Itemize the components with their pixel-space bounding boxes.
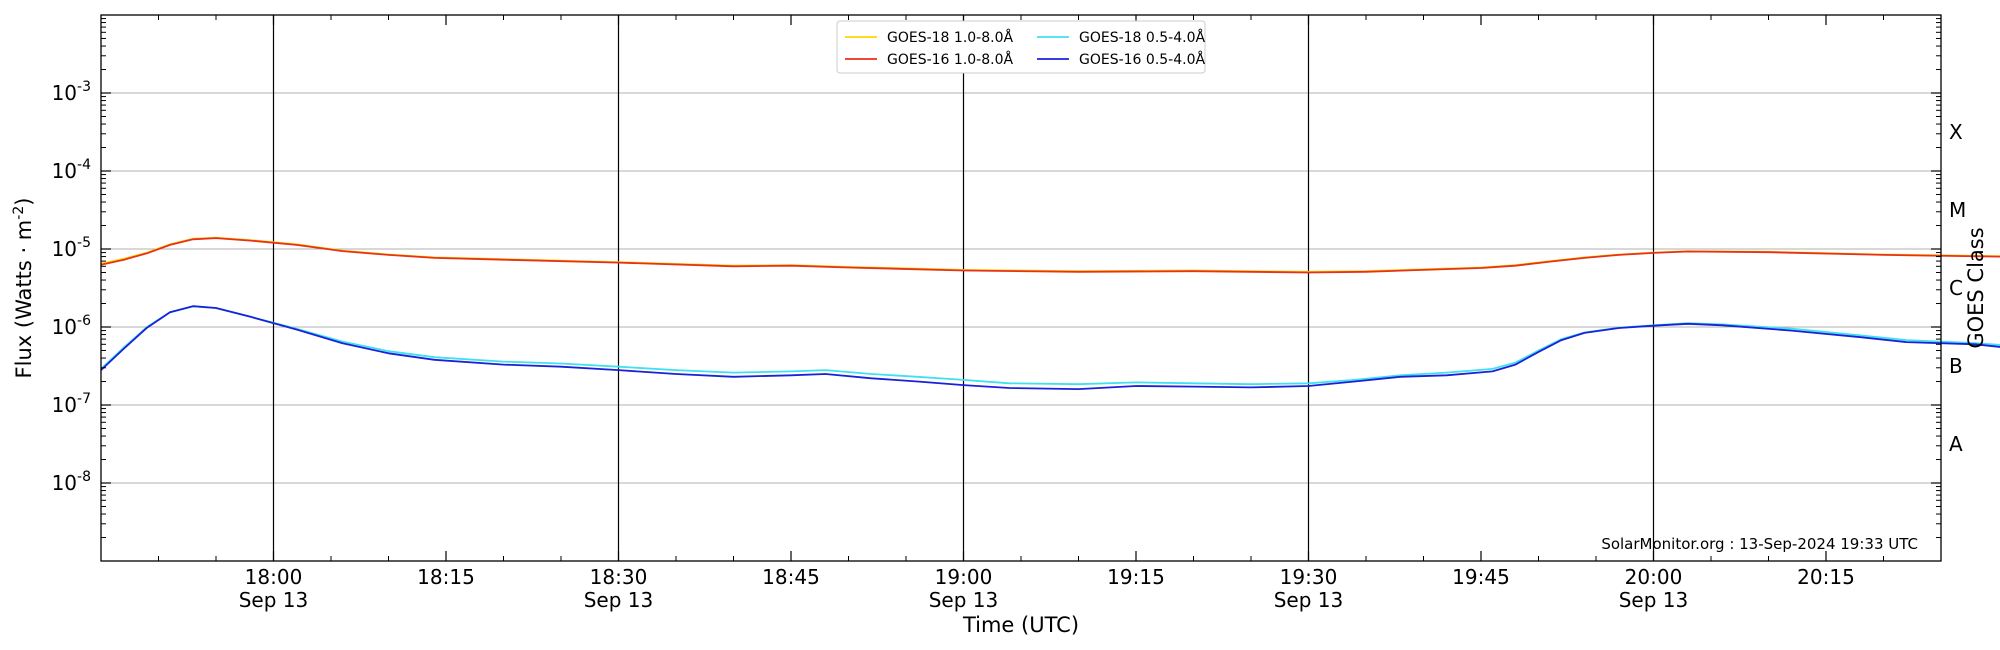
x-tick-date-label: Sep 13 bbox=[929, 588, 999, 612]
plot-frame bbox=[100, 14, 1942, 562]
x-tick-date-label: Sep 13 bbox=[1619, 588, 1689, 612]
y-tick-label: 10-8 bbox=[52, 469, 91, 495]
x-axis-title: Time (UTC) bbox=[962, 613, 1079, 637]
x-tick-label: 20:15 bbox=[1797, 565, 1855, 589]
gridlines bbox=[101, 92, 1941, 484]
goes-class-label: M bbox=[1949, 198, 1966, 222]
legend-entry: GOES-18 0.5-4.0Å bbox=[1079, 29, 1205, 46]
legend-entry: GOES-16 0.5-4.0Å bbox=[1079, 51, 1205, 68]
x-tick-label: 18:15 bbox=[417, 565, 475, 589]
legend-entry: GOES-16 1.0-8.0Å bbox=[887, 51, 1013, 68]
legend-box bbox=[836, 20, 1206, 74]
series-line-2 bbox=[100, 305, 2000, 386]
y-tick-label: 10-4 bbox=[52, 157, 92, 183]
y-axis-title: Flux (Watts · m-2) bbox=[11, 198, 36, 379]
x-tick-date-label: Sep 13 bbox=[239, 588, 309, 612]
goes-class-label: X bbox=[1949, 120, 1963, 144]
goes-class-label: C bbox=[1949, 276, 1963, 300]
axis-ticks bbox=[101, 15, 1942, 561]
series-line-1 bbox=[100, 237, 2000, 274]
x-tick-label: 18:30 bbox=[590, 565, 648, 589]
legend: GOES-18 1.0-8.0Å GOES-16 1.0-8.0Å GOES-18 … bbox=[836, 20, 1206, 74]
y-tick-label: 10-7 bbox=[52, 391, 91, 417]
x-tick-date-label: Sep 13 bbox=[584, 588, 654, 612]
y-tick-label: 10-6 bbox=[52, 313, 92, 339]
x-tick-label: 19:45 bbox=[1452, 565, 1510, 589]
credit-text: SolarMonitor.org : 13-Sep-2024 19:33 UTC bbox=[1601, 535, 1918, 553]
goes-class-axis-title: GOES Class bbox=[1964, 227, 1988, 348]
x-tick-date-label: Sep 13 bbox=[1274, 588, 1344, 612]
flux-series bbox=[100, 236, 2000, 390]
x-tick-label: 18:45 bbox=[762, 565, 820, 589]
x-tick-label: 20:00 bbox=[1625, 565, 1683, 589]
day-boundary-markers bbox=[272, 15, 1655, 561]
x-tick-label: 19:15 bbox=[1107, 565, 1165, 589]
legend-entry: GOES-18 1.0-8.0Å bbox=[887, 29, 1013, 46]
goes-class-label: A bbox=[1949, 432, 1963, 456]
y-tick-label: 10-3 bbox=[52, 79, 91, 105]
x-tick-label: 18:00 bbox=[245, 565, 303, 589]
series-line-3 bbox=[100, 305, 2000, 390]
y-tick-label: 10-5 bbox=[52, 235, 91, 261]
x-tick-label: 19:30 bbox=[1280, 565, 1338, 589]
goes-class-label: B bbox=[1949, 354, 1963, 378]
x-tick-label: 19:00 bbox=[935, 565, 993, 589]
